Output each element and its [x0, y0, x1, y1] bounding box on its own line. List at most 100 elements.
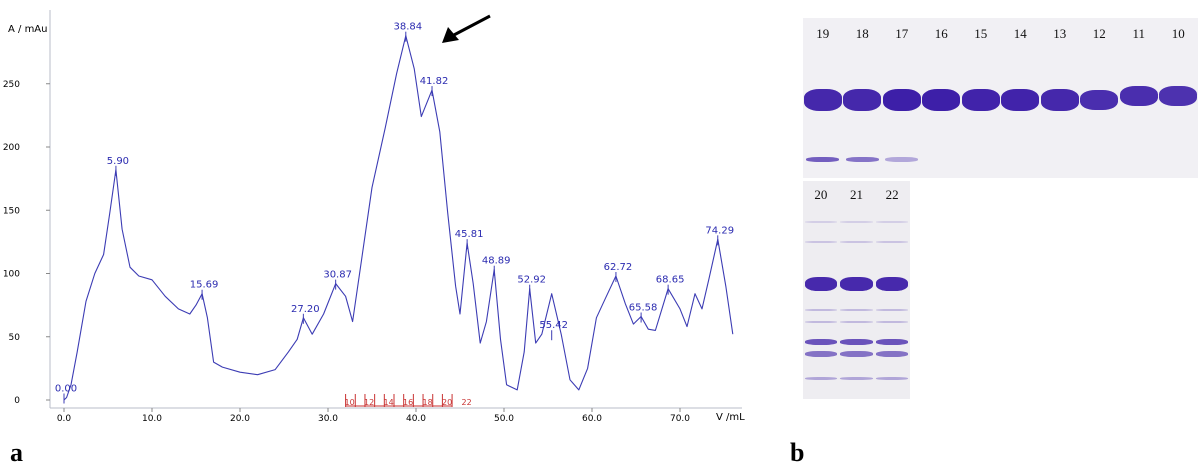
x-tick-label: 30.0 [318, 414, 338, 424]
gel-band [1159, 85, 1198, 107]
gel-lane-label: 14 [1013, 26, 1027, 41]
peak-label: 62.72 [604, 262, 633, 273]
gel-band [961, 89, 1000, 111]
peak-label: 74.29 [705, 225, 734, 236]
peak-label: 45.81 [455, 229, 484, 240]
gel-band [876, 321, 909, 323]
gel-lane-label: 16 [934, 26, 948, 41]
gel-band [804, 339, 837, 345]
x-tick-label: 0.0 [57, 414, 72, 424]
x-tick-label: 60.0 [582, 414, 602, 424]
peak-label: 48.89 [482, 256, 511, 267]
gel-band [840, 351, 873, 357]
gel-lane-label: 20 [814, 187, 828, 202]
gel-band [843, 89, 882, 111]
gel-band [876, 221, 909, 223]
gel-band [1080, 89, 1119, 111]
peak-label: 41.82 [420, 76, 449, 87]
gel-band [1040, 89, 1079, 111]
gel-band [804, 321, 837, 323]
arrow-annotation [442, 14, 491, 43]
gel-band [922, 89, 961, 111]
gel-lane-label: 15 [974, 26, 988, 41]
peak-label: 68.65 [656, 275, 685, 286]
gel-band [840, 377, 873, 380]
gel-band [840, 309, 873, 311]
peak-label: 65.58 [629, 303, 658, 314]
gel-band [876, 241, 909, 243]
gel-band [804, 351, 837, 357]
arrow-shaft [451, 14, 491, 38]
fraction-label: 16 [403, 398, 413, 407]
fraction-label: 22 [462, 398, 472, 407]
fraction-label: 14 [384, 398, 394, 407]
gel-image-bottom: 20 21 22 [803, 181, 910, 399]
peak-label: 38.84 [393, 22, 422, 33]
gel-band [1001, 89, 1040, 111]
x-tick-label: 40.0 [406, 414, 426, 424]
fraction-label: 20 [442, 398, 452, 407]
peak-label: 5.90 [107, 156, 129, 167]
peak-label: 27.20 [291, 304, 320, 315]
fraction-markers: 10 12 14 16 18 20 22 [345, 394, 472, 407]
gel-lane-label: 12 [1092, 26, 1106, 41]
x-tick-label: 10.0 [142, 414, 162, 424]
gel-lane-label: 17 [895, 26, 909, 41]
gel-band [804, 377, 837, 380]
peak-label: 15.69 [190, 280, 219, 291]
gel-band [840, 321, 873, 323]
y-axis-title: A / mAu [8, 24, 48, 35]
x-tick-label: 50.0 [494, 414, 514, 424]
peak-label: 52.92 [517, 275, 546, 286]
y-tick-label: 250 [3, 80, 20, 90]
arrow-head [442, 27, 459, 43]
gel-band [876, 309, 909, 311]
gel-band [803, 89, 842, 111]
gel-lane-label: 13 [1053, 26, 1067, 41]
chart-axes: 0.0 10.0 20.0 30.0 40.0 50.0 60.0 70.0 0 50 100 150… [3, 10, 742, 424]
gel-band-lower [806, 157, 840, 162]
gel-band [804, 309, 837, 311]
gel-band [882, 89, 921, 111]
gel-image-top: 19 18 17 16 15 14 13 12 11 10 [803, 18, 1198, 178]
panel-b-letter: b [790, 438, 805, 467]
gel-band [876, 351, 909, 357]
gel-lane-label: 22 [885, 187, 899, 202]
peak-label: 55.42 [539, 320, 568, 331]
gel-band [804, 277, 837, 291]
gel-band [876, 339, 909, 345]
gel-band [804, 241, 837, 243]
gel-band [876, 377, 909, 380]
gel-band [876, 277, 909, 291]
gel-band [804, 221, 837, 223]
x-axis-title: V /mL [716, 412, 745, 423]
chart-plot-area [63, 35, 734, 401]
gel-band [840, 339, 873, 345]
gel-lane-label: 11 [1132, 26, 1146, 41]
x-tick-label: 70.0 [670, 414, 690, 424]
x-tick-label: 20.0 [230, 414, 250, 424]
gel-band-lower [885, 157, 919, 162]
y-tick-label: 100 [3, 270, 20, 280]
chromatogram-line [63, 35, 734, 401]
peak-label: 0.00 [55, 383, 77, 394]
y-tick-label: 50 [9, 333, 21, 343]
fraction-label: 12 [364, 398, 374, 407]
gel-lane-label: 21 [850, 187, 863, 202]
gel-band [840, 241, 873, 243]
chromatogram-chart: 0.0 10.0 20.0 30.0 40.0 50.0 60.0 70.0 0 50 100 150… [3, 10, 745, 424]
gel-lane-label: 19 [816, 26, 830, 41]
peak-label: 30.87 [323, 270, 352, 281]
panel-a-letter: a [10, 438, 23, 467]
gel-band [840, 277, 873, 291]
fraction-label: 10 [345, 398, 355, 407]
peak-labels: 0.00 5.90 15.69 27.20 30.87 38.84 41.82 45.81 48… [55, 22, 734, 404]
gel-lane-label: 10 [1171, 26, 1185, 41]
y-tick-label: 0 [14, 396, 20, 406]
gel-band-lower [845, 157, 879, 162]
y-tick-label: 200 [3, 143, 20, 153]
gel-lane-label: 18 [855, 26, 869, 41]
gel-band [1119, 85, 1158, 107]
fraction-label: 18 [423, 398, 433, 407]
y-tick-label: 150 [3, 206, 20, 216]
